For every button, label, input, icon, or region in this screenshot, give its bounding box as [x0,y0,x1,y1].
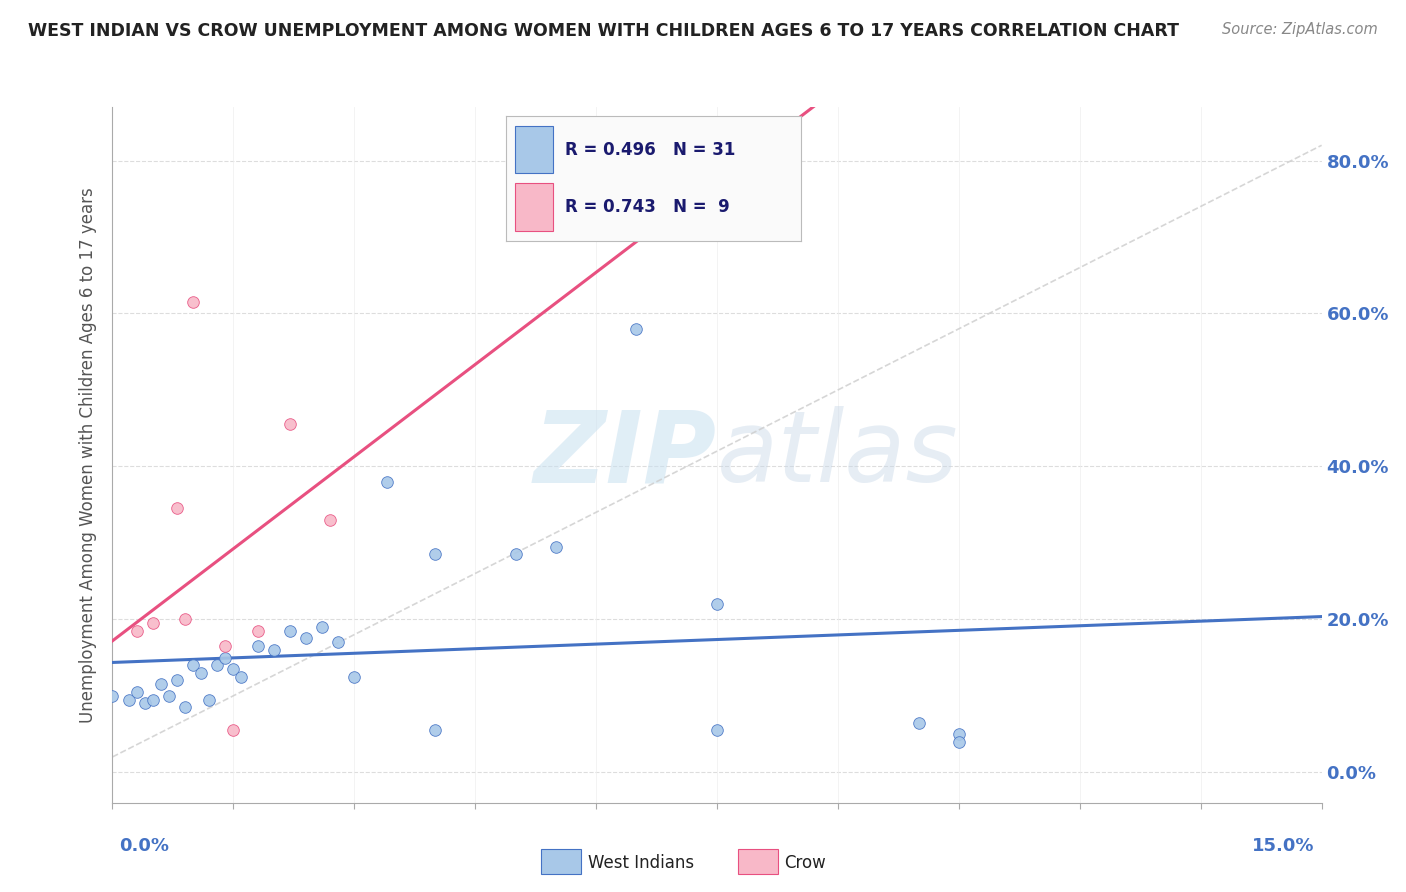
Point [117,692,139,706]
Text: WEST INDIAN VS CROW UNEMPLOYMENT AMONG WOMEN WITH CHILDREN AGES 6 TO 17 YEARS CO: WEST INDIAN VS CROW UNEMPLOYMENT AMONG W… [28,22,1180,40]
Point [295,632,318,646]
Point [665,172,688,186]
Point [190,665,212,680]
Point [125,685,148,699]
Point [423,723,446,738]
Point [907,715,929,730]
Point [174,612,197,626]
Point [222,662,245,676]
Point [166,501,188,516]
Point [134,697,156,711]
Point [343,670,366,684]
Text: Crow: Crow [785,854,827,871]
Text: West Indians: West Indians [588,854,693,871]
Text: atlas: atlas [717,407,959,503]
Text: 0.0%: 0.0% [120,837,170,855]
Point [544,540,567,554]
Text: 15.0%: 15.0% [1253,837,1315,855]
FancyBboxPatch shape [515,126,554,173]
Point [706,723,728,738]
Point [157,689,180,703]
Point [246,624,269,638]
Point [181,295,204,310]
Point [142,616,165,631]
Point [948,727,970,741]
Point [207,658,229,673]
Point [231,670,253,684]
Point [198,692,221,706]
Point [505,547,527,561]
Point [328,635,350,649]
FancyBboxPatch shape [515,184,554,231]
Point [214,650,236,665]
Point [149,677,172,691]
Point [375,475,398,489]
Point [101,689,124,703]
Point [174,700,197,714]
Point [423,547,446,561]
Point [142,692,165,706]
Point [263,643,285,657]
Point [125,624,148,638]
Point [706,597,728,611]
Point [278,417,301,432]
Point [626,322,648,336]
Point [319,513,342,527]
Point [948,734,970,748]
Text: ZIP: ZIP [534,407,717,503]
Point [181,658,204,673]
Text: R = 0.496   N = 31: R = 0.496 N = 31 [565,141,735,159]
Point [278,624,301,638]
Point [311,620,333,634]
Point [246,639,269,653]
Point [222,723,245,738]
Point [214,639,236,653]
Text: Source: ZipAtlas.com: Source: ZipAtlas.com [1222,22,1378,37]
Y-axis label: Unemployment Among Women with Children Ages 6 to 17 years: Unemployment Among Women with Children A… [79,187,97,723]
Point [166,673,188,688]
Text: R = 0.743   N =  9: R = 0.743 N = 9 [565,198,730,216]
